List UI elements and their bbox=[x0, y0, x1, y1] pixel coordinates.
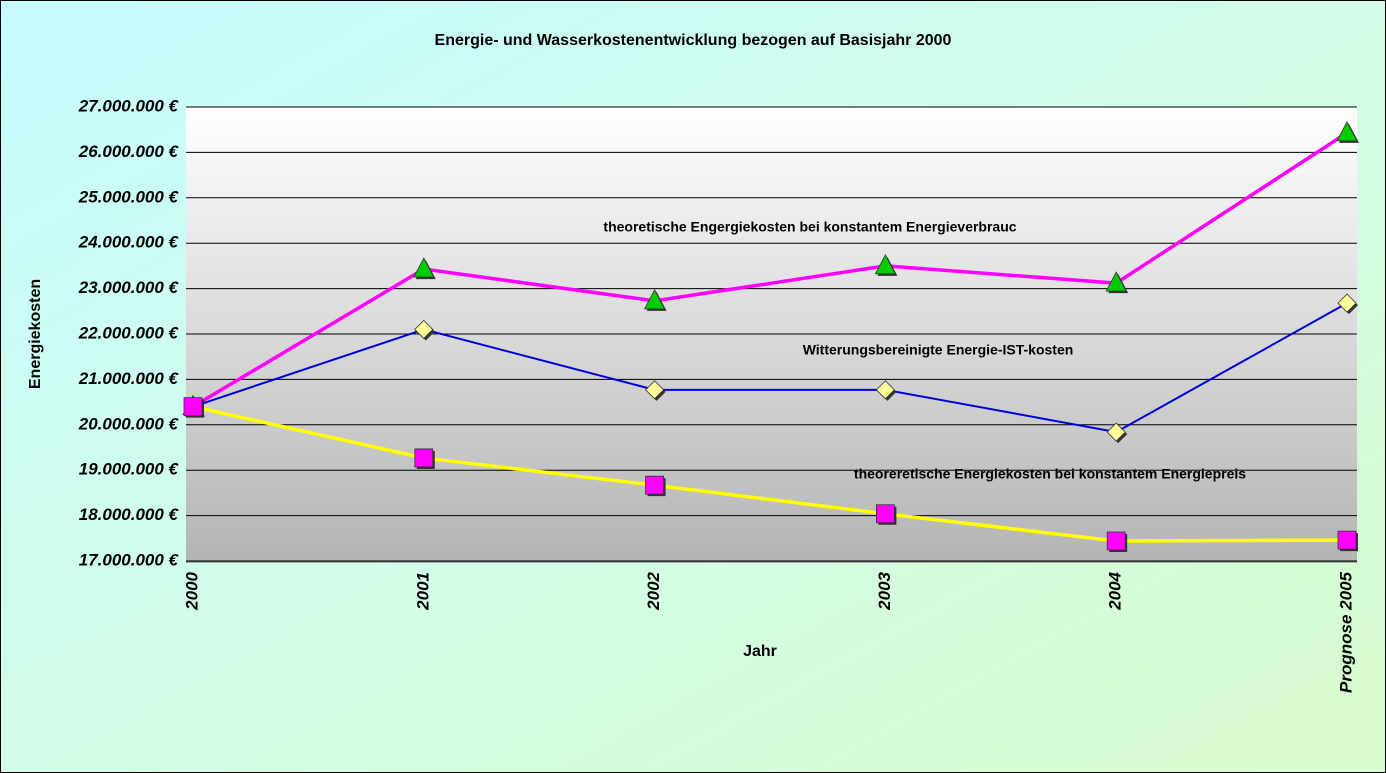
marker bbox=[1336, 121, 1358, 142]
marker bbox=[414, 448, 434, 468]
marker bbox=[645, 475, 664, 495]
y-tick-label: 23.000.000 € bbox=[78, 278, 180, 297]
x-tick-label: Prognose 2005 bbox=[1336, 571, 1355, 692]
x-tick-label: 2000 bbox=[182, 571, 201, 610]
y-tick-label: 24.000.000 € bbox=[78, 233, 180, 252]
x-tick-label: 2003 bbox=[875, 571, 894, 610]
y-tick-label: 22.000.000 € bbox=[78, 323, 180, 342]
marker bbox=[876, 504, 895, 524]
marker bbox=[1105, 271, 1127, 292]
marker bbox=[645, 380, 665, 400]
marker bbox=[183, 397, 203, 417]
y-axis-title: Energiekosten bbox=[27, 279, 44, 389]
y-tick-label: 26.000.000 € bbox=[78, 142, 180, 161]
series-label: Witterungsbereinigte Energie-IST-kosten bbox=[803, 342, 1074, 358]
y-tick-label: 21.000.000 € bbox=[78, 369, 180, 388]
y-tick-label: 27.000.000 € bbox=[78, 96, 180, 115]
x-tick-label: 2001 bbox=[413, 572, 432, 611]
x-axis-title: Jahr bbox=[743, 643, 777, 660]
series-label: theoreretische Energiekosten bei konstan… bbox=[854, 466, 1246, 482]
marker bbox=[413, 257, 435, 278]
marker bbox=[643, 288, 666, 310]
series-line bbox=[192, 131, 1348, 409]
y-tick-label: 25.000.000 € bbox=[78, 187, 180, 206]
series-label: theoretische Engergiekosten bei konstant… bbox=[603, 219, 1016, 235]
y-tick-label: 17.000.000 € bbox=[79, 550, 180, 569]
marker bbox=[875, 380, 895, 400]
marker bbox=[1106, 422, 1126, 442]
marker bbox=[874, 254, 897, 275]
marker bbox=[1337, 530, 1357, 550]
y-tick-label: 20.000.000 € bbox=[78, 414, 180, 433]
marker bbox=[1106, 531, 1126, 551]
marker bbox=[1337, 293, 1357, 313]
chart-title: Energie- und Wasserkostenentwicklung bez… bbox=[435, 32, 952, 49]
x-tick-label: 2002 bbox=[644, 571, 663, 610]
marker bbox=[414, 319, 434, 340]
series-line bbox=[192, 404, 1348, 543]
x-tick-label: 2004 bbox=[1106, 571, 1125, 610]
y-tick-label: 19.000.000 € bbox=[79, 460, 180, 479]
y-tick-label: 18.000.000 € bbox=[79, 505, 180, 524]
series-line bbox=[192, 302, 1348, 434]
